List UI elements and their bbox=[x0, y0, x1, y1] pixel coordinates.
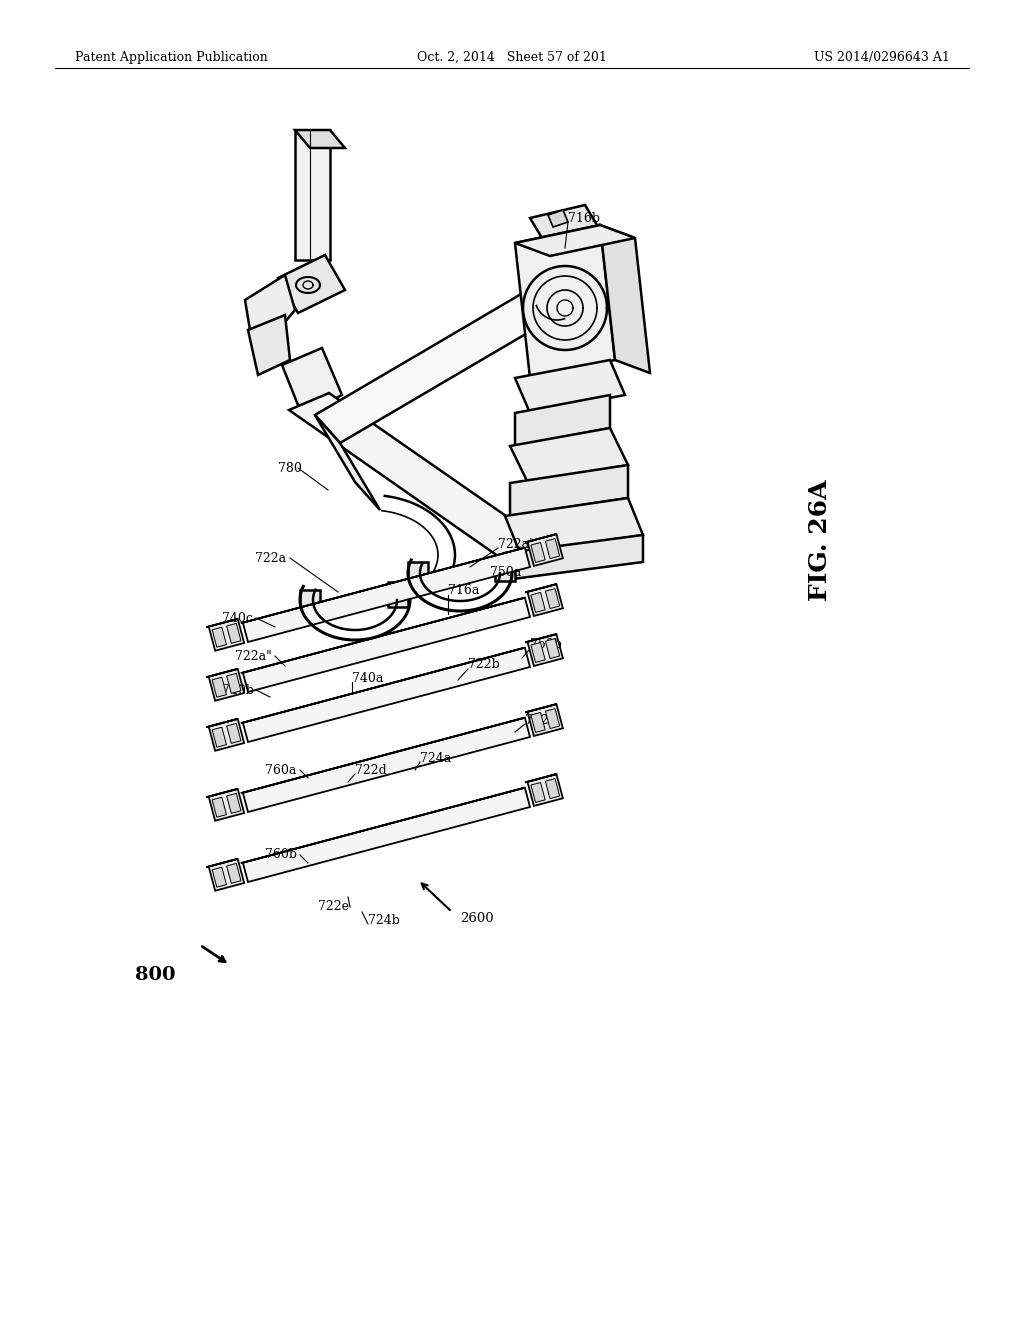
Polygon shape bbox=[546, 589, 560, 609]
Polygon shape bbox=[241, 718, 525, 793]
Polygon shape bbox=[278, 255, 345, 313]
Polygon shape bbox=[295, 129, 330, 260]
Text: 740c: 740c bbox=[222, 611, 253, 624]
Polygon shape bbox=[209, 789, 244, 821]
Text: 716b: 716b bbox=[568, 211, 600, 224]
Polygon shape bbox=[525, 774, 556, 783]
Polygon shape bbox=[600, 224, 650, 374]
Polygon shape bbox=[209, 859, 244, 891]
Polygon shape bbox=[530, 713, 545, 733]
Polygon shape bbox=[207, 619, 238, 627]
Text: 722a: 722a bbox=[255, 552, 286, 565]
Polygon shape bbox=[241, 788, 525, 863]
Text: 722b: 722b bbox=[468, 659, 500, 672]
Text: 722e: 722e bbox=[318, 900, 349, 913]
Text: 722a': 722a' bbox=[498, 537, 532, 550]
Polygon shape bbox=[243, 548, 530, 642]
Text: US 2014/0296643 A1: US 2014/0296643 A1 bbox=[814, 50, 950, 63]
Polygon shape bbox=[530, 783, 545, 803]
Polygon shape bbox=[408, 562, 428, 587]
Polygon shape bbox=[548, 210, 568, 227]
Polygon shape bbox=[207, 859, 238, 867]
Polygon shape bbox=[226, 673, 241, 693]
Polygon shape bbox=[243, 648, 530, 742]
Polygon shape bbox=[300, 590, 319, 615]
Polygon shape bbox=[243, 718, 530, 812]
Polygon shape bbox=[241, 648, 525, 723]
Text: 724b: 724b bbox=[368, 913, 400, 927]
Polygon shape bbox=[527, 774, 563, 807]
Polygon shape bbox=[515, 224, 635, 256]
Polygon shape bbox=[212, 797, 226, 817]
Polygon shape bbox=[226, 723, 241, 743]
Text: 740a: 740a bbox=[352, 672, 383, 685]
Polygon shape bbox=[243, 788, 530, 882]
Polygon shape bbox=[510, 465, 628, 516]
Polygon shape bbox=[527, 535, 563, 566]
Text: Oct. 2, 2014   Sheet 57 of 201: Oct. 2, 2014 Sheet 57 of 201 bbox=[417, 50, 607, 63]
Text: 760b: 760b bbox=[265, 849, 297, 862]
Text: 780: 780 bbox=[278, 462, 302, 474]
Polygon shape bbox=[546, 639, 560, 659]
Polygon shape bbox=[207, 719, 238, 727]
Polygon shape bbox=[315, 414, 380, 510]
Polygon shape bbox=[282, 348, 342, 414]
Polygon shape bbox=[388, 582, 408, 607]
Polygon shape bbox=[212, 627, 226, 647]
Polygon shape bbox=[241, 548, 525, 623]
Polygon shape bbox=[530, 593, 545, 612]
Polygon shape bbox=[525, 535, 556, 543]
Text: 750a: 750a bbox=[490, 566, 521, 579]
Polygon shape bbox=[212, 867, 226, 887]
Text: 760a: 760a bbox=[265, 763, 296, 776]
Polygon shape bbox=[525, 704, 556, 713]
Polygon shape bbox=[226, 623, 241, 643]
Polygon shape bbox=[209, 619, 244, 651]
Polygon shape bbox=[226, 863, 241, 883]
Polygon shape bbox=[212, 677, 226, 697]
Polygon shape bbox=[530, 205, 600, 243]
Polygon shape bbox=[207, 669, 238, 677]
Polygon shape bbox=[546, 779, 560, 799]
Polygon shape bbox=[515, 360, 625, 413]
Text: 750b: 750b bbox=[530, 639, 562, 652]
Polygon shape bbox=[515, 395, 610, 446]
Polygon shape bbox=[209, 669, 244, 701]
Polygon shape bbox=[530, 543, 545, 562]
Polygon shape bbox=[546, 709, 560, 729]
Polygon shape bbox=[226, 793, 241, 813]
Polygon shape bbox=[207, 789, 238, 797]
Text: 2600: 2600 bbox=[460, 912, 494, 924]
Polygon shape bbox=[515, 224, 615, 378]
Polygon shape bbox=[245, 275, 295, 341]
Polygon shape bbox=[209, 719, 244, 751]
Polygon shape bbox=[527, 585, 563, 616]
Polygon shape bbox=[505, 535, 643, 579]
Polygon shape bbox=[505, 498, 643, 553]
Text: Patent Application Publication: Patent Application Publication bbox=[75, 50, 267, 63]
Text: 800: 800 bbox=[135, 966, 175, 983]
Text: 724a: 724a bbox=[420, 751, 452, 764]
Text: FIG. 26A: FIG. 26A bbox=[808, 479, 831, 601]
Text: 722a": 722a" bbox=[234, 649, 272, 663]
Polygon shape bbox=[248, 315, 290, 375]
Text: 740b: 740b bbox=[222, 684, 254, 697]
Text: 722c: 722c bbox=[525, 714, 556, 726]
Polygon shape bbox=[212, 727, 226, 747]
Polygon shape bbox=[315, 280, 570, 444]
Polygon shape bbox=[530, 643, 545, 663]
Polygon shape bbox=[546, 539, 560, 558]
Polygon shape bbox=[527, 634, 563, 667]
Text: 722d: 722d bbox=[355, 763, 387, 776]
Polygon shape bbox=[525, 585, 556, 593]
Polygon shape bbox=[495, 556, 515, 581]
Polygon shape bbox=[289, 393, 555, 568]
Polygon shape bbox=[527, 704, 563, 737]
Polygon shape bbox=[510, 428, 628, 483]
Polygon shape bbox=[241, 598, 525, 673]
Polygon shape bbox=[243, 598, 530, 692]
Polygon shape bbox=[525, 634, 556, 643]
Text: 716a: 716a bbox=[449, 583, 479, 597]
Polygon shape bbox=[295, 129, 345, 148]
